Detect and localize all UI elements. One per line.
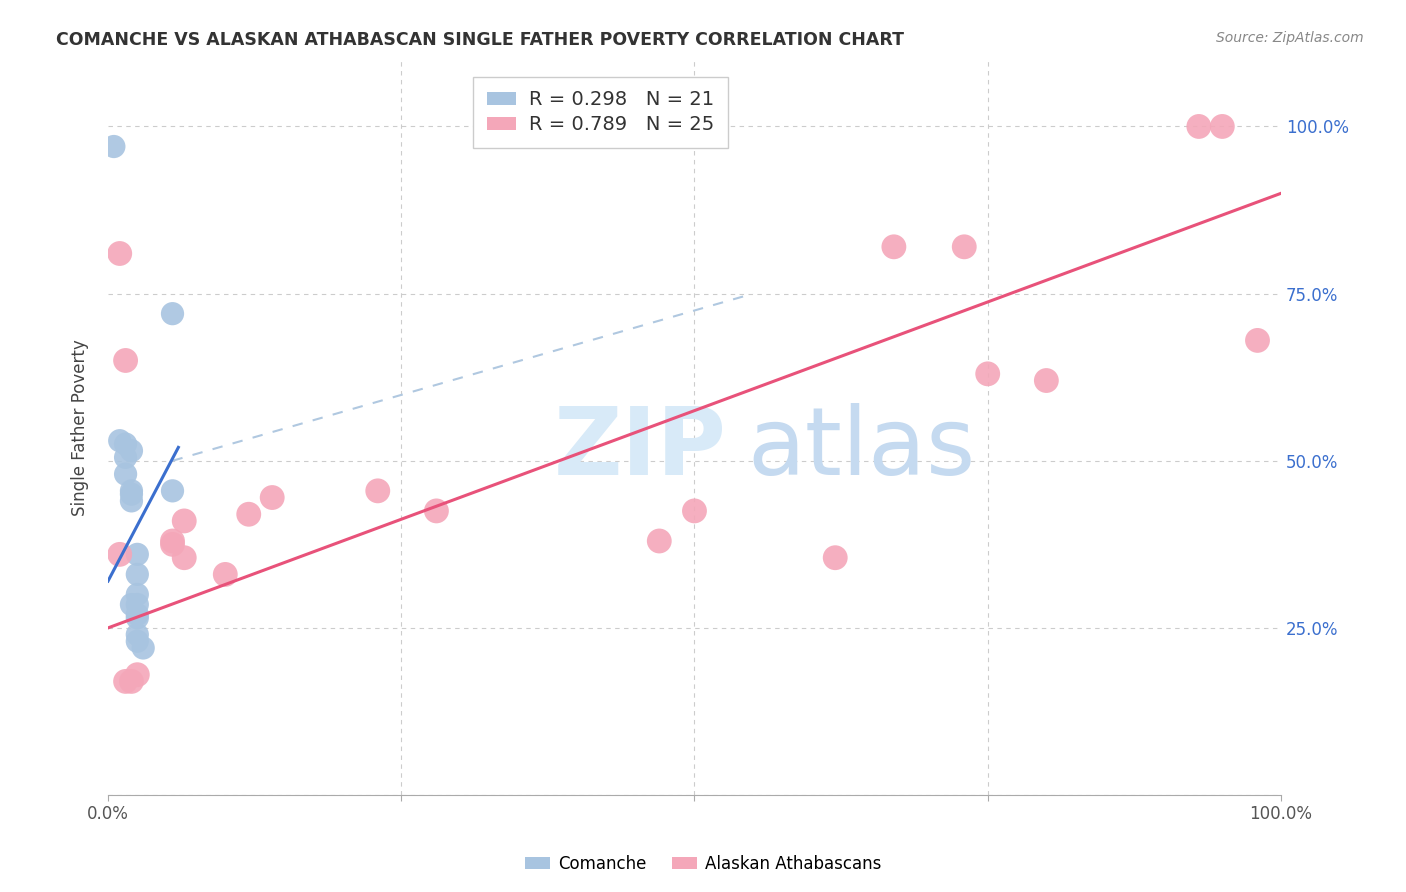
Point	[425, 504, 447, 518]
Point	[1211, 120, 1233, 134]
Point	[127, 587, 149, 601]
Point	[977, 367, 1000, 381]
Point	[127, 607, 149, 622]
Legend: Comanche, Alaskan Athabascans: Comanche, Alaskan Athabascans	[519, 848, 887, 880]
Point	[127, 598, 149, 612]
Point	[120, 598, 142, 612]
Point	[114, 437, 136, 451]
Point	[367, 483, 389, 498]
Text: atlas: atlas	[747, 403, 976, 495]
Point	[114, 674, 136, 689]
Point	[108, 434, 131, 448]
Point	[120, 494, 142, 508]
Point	[173, 550, 195, 565]
Point	[127, 634, 149, 648]
Y-axis label: Single Father Poverty: Single Father Poverty	[72, 339, 89, 516]
Point	[214, 567, 236, 582]
Point	[173, 514, 195, 528]
Point	[120, 443, 142, 458]
Point	[1246, 334, 1268, 348]
Text: Source: ZipAtlas.com: Source: ZipAtlas.com	[1216, 31, 1364, 45]
Point	[648, 533, 671, 548]
Point	[114, 467, 136, 482]
Point	[114, 450, 136, 465]
Point	[120, 483, 142, 498]
Point	[162, 483, 184, 498]
Legend: R = 0.298   N = 21, R = 0.789   N = 25: R = 0.298 N = 21, R = 0.789 N = 25	[472, 77, 728, 148]
Point	[127, 667, 149, 681]
Point	[127, 611, 149, 625]
Point	[127, 547, 149, 561]
Point	[108, 246, 131, 260]
Point	[114, 353, 136, 368]
Point	[1035, 374, 1057, 388]
Point	[103, 139, 125, 153]
Point	[824, 550, 846, 565]
Point	[262, 491, 284, 505]
Point	[162, 533, 184, 548]
Point	[127, 627, 149, 641]
Point	[883, 240, 905, 254]
Point	[127, 567, 149, 582]
Point	[1188, 120, 1211, 134]
Point	[162, 307, 184, 321]
Point	[953, 240, 976, 254]
Point	[162, 537, 184, 551]
Point	[683, 504, 706, 518]
Point	[108, 547, 131, 561]
Text: ZIP: ZIP	[554, 403, 727, 495]
Point	[120, 487, 142, 501]
Text: COMANCHE VS ALASKAN ATHABASCAN SINGLE FATHER POVERTY CORRELATION CHART: COMANCHE VS ALASKAN ATHABASCAN SINGLE FA…	[56, 31, 904, 49]
Point	[120, 674, 142, 689]
Point	[132, 640, 155, 655]
Point	[238, 508, 260, 522]
